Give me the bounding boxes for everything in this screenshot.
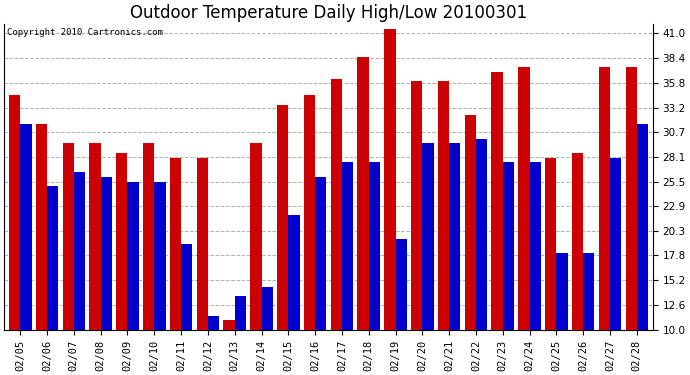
Bar (545, 158, 556, 330)
Bar (368, 162, 380, 330)
Bar (47, 186, 59, 330)
Bar (155, 182, 166, 330)
Bar (128, 182, 139, 330)
Bar (572, 153, 583, 330)
Bar (116, 153, 128, 330)
Text: Copyright 2010 Cartronics.com: Copyright 2010 Cartronics.com (8, 28, 164, 38)
Bar (464, 115, 476, 330)
Bar (208, 315, 219, 330)
Bar (63, 143, 74, 330)
Bar (36, 124, 47, 330)
Bar (315, 177, 326, 330)
Bar (90, 143, 101, 330)
Bar (143, 143, 155, 330)
Title: Outdoor Temperature Daily High/Low 20100301: Outdoor Temperature Daily High/Low 20100… (130, 4, 527, 22)
Bar (411, 81, 422, 330)
Bar (9, 96, 20, 330)
Bar (449, 143, 460, 330)
Bar (610, 158, 621, 330)
Bar (422, 143, 433, 330)
Bar (518, 67, 529, 330)
Bar (262, 287, 273, 330)
Bar (357, 57, 368, 330)
Bar (197, 158, 208, 330)
Bar (395, 239, 407, 330)
Bar (626, 67, 637, 330)
Bar (384, 28, 395, 330)
Bar (170, 158, 181, 330)
Bar (181, 244, 193, 330)
Bar (529, 162, 541, 330)
Bar (556, 254, 568, 330)
Bar (637, 124, 648, 330)
Bar (599, 67, 610, 330)
Bar (438, 81, 449, 330)
Bar (20, 124, 32, 330)
Bar (101, 177, 112, 330)
Bar (331, 79, 342, 330)
Bar (583, 254, 594, 330)
Bar (491, 72, 503, 330)
Bar (342, 162, 353, 330)
Bar (277, 105, 288, 330)
Bar (503, 162, 514, 330)
Bar (304, 96, 315, 330)
Bar (250, 143, 262, 330)
Bar (224, 320, 235, 330)
Bar (74, 172, 85, 330)
Bar (476, 138, 487, 330)
Bar (288, 215, 299, 330)
Bar (235, 296, 246, 330)
